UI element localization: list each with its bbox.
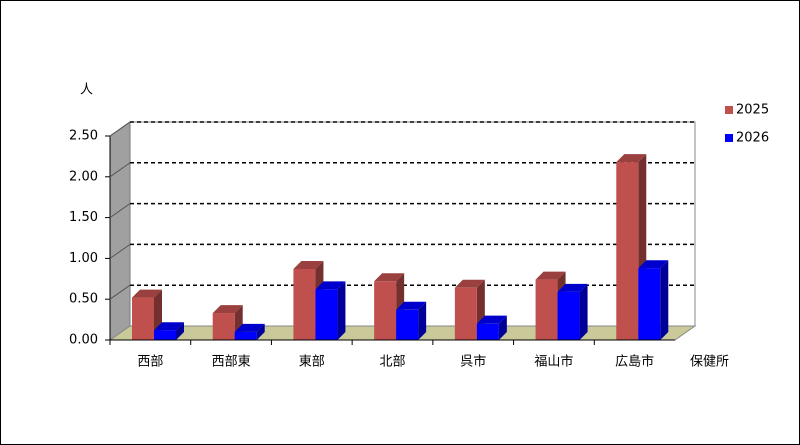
- y-tick-label: 2.00: [69, 169, 98, 184]
- bar-side: [418, 301, 427, 340]
- bar: [154, 330, 176, 340]
- bar: [638, 268, 661, 340]
- x-tick-label: 呉市: [460, 354, 486, 370]
- bar-side: [498, 315, 507, 340]
- side-wall: [109, 121, 131, 341]
- bar-side: [256, 323, 265, 340]
- bar: [234, 331, 257, 340]
- bar-top: [535, 271, 566, 280]
- bar: [476, 323, 499, 340]
- y-axis-title: 人: [80, 83, 93, 98]
- bar-top: [616, 154, 647, 163]
- grid-line-side: [109, 121, 131, 137]
- bar-top: [454, 279, 485, 288]
- y-tick-label: 2.50: [69, 129, 98, 144]
- x-tick-label: 福山市: [534, 354, 573, 370]
- x-tick-label: 東部: [299, 354, 325, 370]
- bar-side: [176, 322, 184, 340]
- bar-top: [374, 273, 405, 282]
- bar: [374, 281, 397, 340]
- bar: [315, 289, 338, 340]
- bar: [396, 309, 419, 340]
- legend-swatch: [725, 134, 733, 142]
- bar-top: [638, 260, 669, 269]
- legend-label: 2026: [736, 131, 769, 146]
- bar-top: [212, 305, 243, 314]
- legend-label: 2025: [736, 103, 769, 118]
- bar: [132, 297, 154, 340]
- y-tick-label: 0.50: [69, 292, 98, 307]
- grid-line-side: [109, 162, 131, 178]
- bar-top: [234, 323, 265, 332]
- back-wall: [129, 121, 696, 327]
- bar-side: [337, 281, 346, 340]
- y-tick-label: 1.00: [69, 251, 98, 266]
- bar-top: [396, 301, 427, 310]
- bar: [535, 279, 558, 340]
- bar-top: [476, 315, 507, 324]
- bar-side: [579, 283, 588, 340]
- x-tick-label: 西部: [137, 355, 163, 370]
- grid-line-side: [109, 243, 131, 259]
- bar-side: [660, 260, 669, 340]
- x-tick-label: 西部東: [212, 354, 251, 370]
- y-tick-label: 0.00: [69, 333, 98, 348]
- x-axis-title: 保健所: [690, 355, 729, 370]
- bar: [616, 162, 639, 340]
- grid-line-side: [109, 203, 131, 219]
- bar-top: [557, 283, 588, 292]
- bar: [293, 269, 316, 340]
- y-tick-label: 1.50: [69, 210, 98, 225]
- legend-swatch: [725, 106, 733, 114]
- bar: [212, 313, 235, 340]
- bar: [454, 287, 477, 340]
- x-tick-label: 広島市: [615, 354, 654, 370]
- bar-top: [132, 289, 162, 298]
- bar-top: [293, 261, 324, 270]
- grid-line-side: [109, 284, 131, 300]
- bar-top: [315, 281, 346, 290]
- x-tick-label: 北部: [379, 355, 405, 370]
- bar: [557, 291, 580, 340]
- bar-top: [154, 322, 184, 331]
